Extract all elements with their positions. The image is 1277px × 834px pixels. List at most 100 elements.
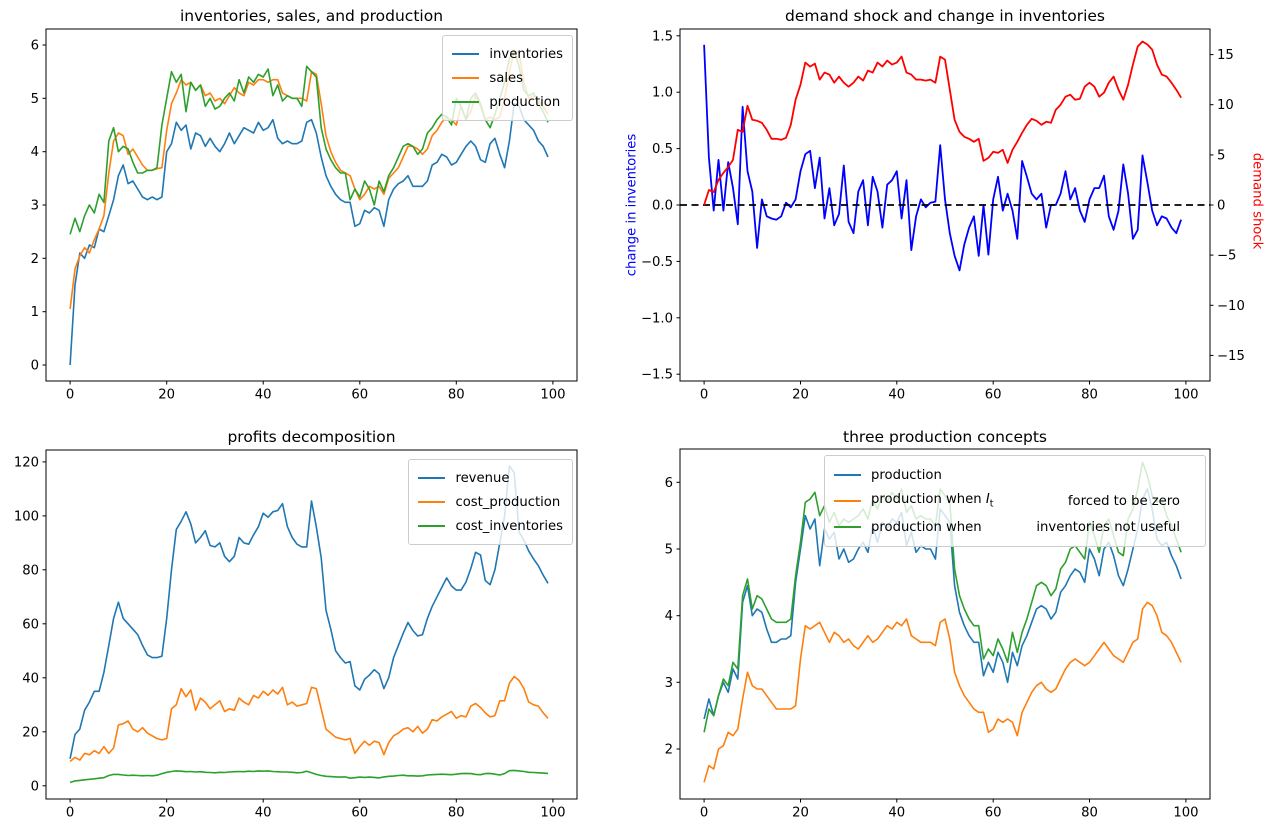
svg-text:60: 60 [351,806,368,821]
legend-label: production when [871,519,982,535]
svg-text:40: 40 [888,388,905,403]
svg-text:20: 20 [22,725,39,740]
svg-text:−0.5: −0.5 [641,255,673,270]
svg-text:40: 40 [888,806,905,821]
svg-text:0: 0 [700,806,708,821]
svg-text:20: 20 [158,806,175,821]
svg-text:2: 2 [31,252,39,267]
subplot-demand-shock: 0 20 40 60 80 100 −1.5 −1.0 −0.5 0.0 0.5 1.0 1.5 −15−… [637,0,1277,417]
legend-label: production when It [871,492,994,510]
svg-text:100: 100 [1173,388,1198,403]
legend-label: cost_inventories [455,518,563,534]
legend-line-swatch [834,526,861,528]
svg-text:60: 60 [22,617,39,632]
svg-text:2: 2 [665,743,673,758]
legend-item: cost_production [418,490,563,514]
svg-text:80: 80 [22,563,39,578]
legend-inventories: inventories sales production [442,35,573,121]
svg-text:120: 120 [14,455,39,470]
plot-canvas-inventories-sales-production: 0 20 40 60 80 100 0 1 2 3 4 5 6 [31,28,578,403]
legend-label: revenue [455,470,510,486]
svg-text:40: 40 [22,671,39,686]
legend-profits: revenue cost_production cost_inventories [408,459,573,545]
svg-text:15: 15 [1217,48,1234,63]
legend-line-swatch [834,500,861,502]
svg-text:80: 80 [448,388,465,403]
svg-text:0: 0 [1217,199,1225,214]
svg-text:1: 1 [31,305,39,320]
svg-text:40: 40 [255,388,272,403]
svg-text:1.5: 1.5 [652,29,673,44]
svg-text:100: 100 [14,509,39,524]
legend-label: cost_production [455,494,561,510]
svg-text:0: 0 [700,388,708,403]
legend-label: inventories not useful [1036,519,1180,535]
legend-line-swatch [418,501,446,503]
svg-text:4: 4 [31,145,39,160]
legend-line-swatch [452,101,480,103]
svg-text:40: 40 [255,806,272,821]
svg-text:100: 100 [540,388,565,403]
svg-text:3: 3 [31,199,39,214]
svg-text:4: 4 [665,609,673,624]
svg-text:6: 6 [665,476,673,491]
y2-axis-label-demand-shock: demand shock [1249,152,1265,250]
math-symbol-I: I [985,492,990,508]
legend-line-swatch [418,525,446,527]
legend-item: production [834,462,1196,488]
svg-text:0.5: 0.5 [652,142,673,157]
legend-label: inventories [489,46,563,62]
y-axis-label-change-in-inventories: change in inventories [624,133,640,277]
svg-text:80: 80 [448,806,465,821]
legend-line-swatch [418,477,446,479]
subplot-profits-decomposition: 0 20 40 60 80 100 0 20 40 60 80 100 120 profits deco… [0,417,637,834]
plot-canvas-three-production-concepts: 0 20 40 60 80 100 2 3 4 5 6 [665,448,1211,821]
svg-text:0: 0 [31,779,39,794]
plot-canvas-demand-shock: 0 20 40 60 80 100−1.5−1.0−0.50.00.51.01.5−15−… [641,28,1245,403]
math-subscript-t: t [989,498,994,510]
legend-label: sales [489,70,523,86]
svg-text:80: 80 [1081,388,1098,403]
svg-text:5: 5 [665,543,673,558]
svg-text:−5: −5 [1217,249,1236,264]
svg-text:−10: −10 [1217,299,1245,314]
svg-text:0: 0 [31,359,39,374]
svg-text:6: 6 [31,39,39,54]
legend-item: inventories [452,42,563,66]
svg-text:60: 60 [351,388,368,403]
svg-text:80: 80 [1081,806,1098,821]
svg-text:−15: −15 [1217,349,1245,364]
legend-production-concepts: production production when It forced to … [824,455,1206,547]
svg-text:3: 3 [665,676,673,691]
svg-text:20: 20 [158,388,175,403]
chart-title-inventories: inventories, sales, and production [179,7,444,25]
legend-item: cost_inventories [418,514,563,538]
svg-text:60: 60 [985,806,1002,821]
legend-label: production [871,467,942,483]
svg-text:10: 10 [1217,98,1234,113]
subplot-three-production-concepts: 0 20 40 60 80 100 2 3 4 5 6 three production conce… [637,417,1277,834]
legend-line-swatch [834,474,861,476]
svg-text:100: 100 [540,806,565,821]
svg-text:60: 60 [985,388,1002,403]
legend-line-swatch [452,77,480,79]
legend-label: forced to be zero [1067,493,1180,509]
chart-title-demand-shock: demand shock and change in inventories [785,7,1105,25]
svg-text:−1.0: −1.0 [641,311,673,326]
svg-text:0: 0 [66,806,74,821]
legend-item: production [452,90,563,114]
legend-line-swatch [452,53,480,55]
legend-label: production [489,94,561,110]
legend-item: sales [452,66,563,90]
legend-item: production when inventories not useful [834,514,1196,540]
plot-canvas-profits-decomposition: 0 20 40 60 80 100 0 20 40 60 80 100 120 [14,449,578,821]
chart-title-profits: profits decomposition [227,428,396,446]
svg-text:5: 5 [1217,148,1225,163]
chart-title-production-concepts: three production concepts [843,428,1047,446]
svg-text:−1.5: −1.5 [641,368,673,383]
svg-text:1.0: 1.0 [652,86,673,101]
svg-text:100: 100 [1173,806,1198,821]
svg-text:20: 20 [792,388,809,403]
legend-item: production when It forced to be zero [834,488,1196,514]
